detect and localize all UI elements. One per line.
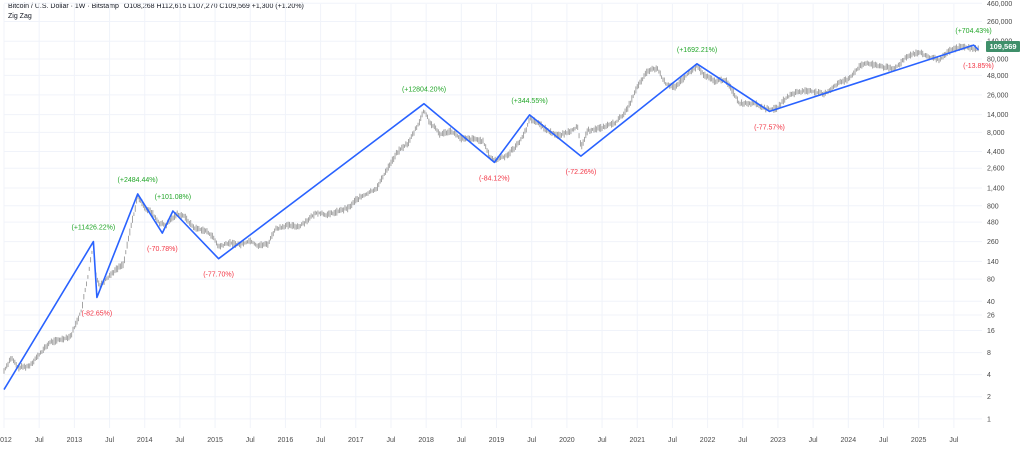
x-tick-label: Jul xyxy=(738,437,747,444)
x-tick-label: 2023 xyxy=(770,437,786,444)
zigzag-labels: (+11426.22%) (-82.65%) (+2484.44%) (-70.78%… xyxy=(72,28,994,317)
swing-high-label: (+344.55%) xyxy=(511,98,547,105)
y-tick-label: 460,000 xyxy=(987,1,1012,8)
y-tick-label: 8 xyxy=(987,350,991,357)
x-tick-label: 2015 xyxy=(207,437,223,444)
x-tick-label: Jul xyxy=(175,437,184,444)
x-tick-label: Jul xyxy=(527,437,536,444)
indicator-label[interactable]: Zig Zag xyxy=(8,13,32,20)
last-price-tag: 109,569 xyxy=(986,41,1020,52)
y-tick-label: 140 xyxy=(987,259,999,266)
y-tick-label: 4,400 xyxy=(987,149,1005,156)
zigzag-line xyxy=(3,44,980,391)
x-tick-label: 2013 xyxy=(67,437,83,444)
x-tick-label: Jul xyxy=(598,437,607,444)
y-tick-label: 8,000 xyxy=(987,130,1005,137)
ohlc-values: O108,268 H112,615 L107,270 C109,569 +1,3… xyxy=(123,3,304,10)
swing-low-label: (-77.57%) xyxy=(754,124,785,131)
swing-low-label: (-84.12%) xyxy=(479,175,510,182)
x-tick-label: Jul xyxy=(387,437,396,444)
y-tick-label: 260 xyxy=(987,239,999,246)
x-tick-label: 2017 xyxy=(348,437,364,444)
x-tick-label: 2016 xyxy=(278,437,294,444)
x-tick-label: Jul xyxy=(809,437,818,444)
x-tick-label: Jul xyxy=(879,437,888,444)
x-tick-label: 2025 xyxy=(911,437,927,444)
x-tick-label: 2019 xyxy=(489,437,505,444)
x-tick-label: 2020 xyxy=(559,437,575,444)
swing-high-label: (+11426.22%) xyxy=(72,225,116,232)
price-series xyxy=(3,43,979,374)
swing-low-label: (-13.85%) xyxy=(963,63,994,70)
x-tick-label: Jul xyxy=(316,437,325,444)
symbol-title: Bitcoin / U.S. Dollar · 1W · Bitstamp xyxy=(8,3,119,10)
swing-low-label: (-72.26%) xyxy=(566,169,597,176)
x-tick-label: Jul xyxy=(457,437,466,444)
y-tick-label: 14,000 xyxy=(987,112,1009,119)
x-tick-label: Jul xyxy=(246,437,255,444)
y-tick-label: 26 xyxy=(987,313,995,320)
x-tick-label: 2024 xyxy=(841,437,857,444)
y-tick-label: 48,000 xyxy=(987,73,1009,80)
x-tick-label: 2021 xyxy=(629,437,645,444)
swing-low-label: (-77.70%) xyxy=(203,272,234,279)
y-tick-label: 1 xyxy=(987,416,991,423)
y-tick-label: 80 xyxy=(987,277,995,284)
y-tick-label: 1,400 xyxy=(987,185,1005,192)
y-tick-label: 800 xyxy=(987,203,999,210)
swing-high-label: (+101.08%) xyxy=(155,194,191,201)
x-tick-label: 2012 xyxy=(0,437,12,444)
y-tick-label: 260,000 xyxy=(987,19,1012,26)
y-tick-label: 2,600 xyxy=(987,166,1005,173)
swing-high-label: (+704.43%) xyxy=(955,28,991,35)
x-tick-label: 2014 xyxy=(137,437,153,444)
time-axis[interactable]: 2012 Jul 2013 Jul 2014 Jul 2015 Jul 2016 Jul 2017 J… xyxy=(0,437,959,444)
y-tick-label: 2 xyxy=(987,394,991,401)
swing-high-label: (+12804.20%) xyxy=(402,87,446,94)
swing-high-label: (+2484.44%) xyxy=(118,177,158,184)
zigzag-overlay xyxy=(3,44,980,391)
y-tick-label: 80,000 xyxy=(987,57,1009,64)
x-tick-label: 2018 xyxy=(418,437,434,444)
swing-low-label: (-82.65%) xyxy=(82,311,113,318)
x-tick-label: Jul xyxy=(105,437,114,444)
swing-low-label: (-70.78%) xyxy=(147,246,178,253)
y-tick-label: 40 xyxy=(987,299,995,306)
y-tick-label: 4 xyxy=(987,372,991,379)
symbol-header: Bitcoin / U.S. Dollar · 1W · Bitstamp O1… xyxy=(8,3,304,10)
x-tick-label: Jul xyxy=(668,437,677,444)
x-tick-label: Jul xyxy=(35,437,44,444)
swing-high-label: (+1692.21%) xyxy=(677,47,717,54)
x-tick-label: Jul xyxy=(949,437,958,444)
y-tick-label: 16 xyxy=(987,328,995,335)
y-tick-label: 26,000 xyxy=(987,92,1009,99)
x-tick-label: 2022 xyxy=(700,437,716,444)
y-tick-label: 480 xyxy=(987,220,999,227)
